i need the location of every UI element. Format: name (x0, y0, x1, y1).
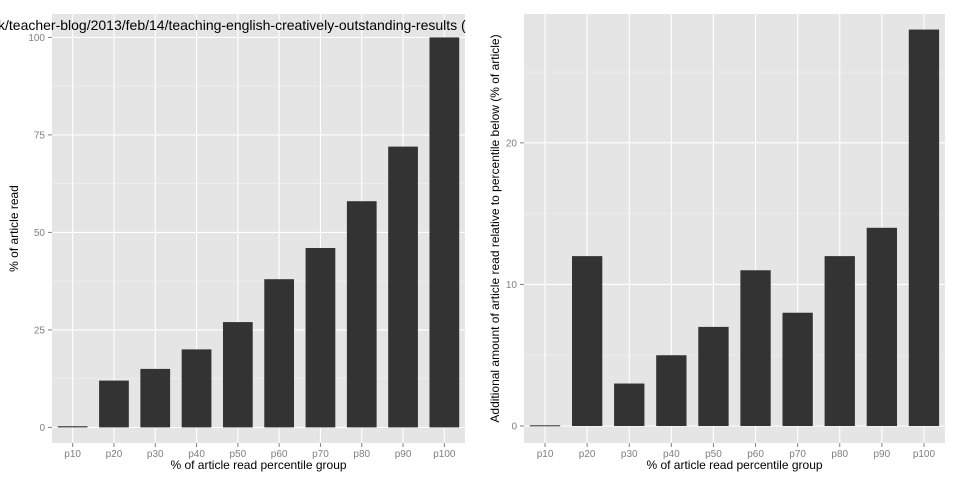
bar-p70 (305, 248, 336, 428)
bar-p80 (346, 201, 377, 428)
x-axis-title: % of article read percentile group (170, 458, 346, 472)
x-tick-label: p50 (705, 449, 722, 460)
bar-p100 (908, 29, 940, 427)
x-tick-label: p30 (621, 449, 638, 460)
bar-p20 (571, 256, 603, 427)
x-tick-label: p20 (579, 449, 596, 460)
bar-p90 (866, 227, 898, 427)
x-tick-label: p100 (433, 449, 456, 460)
bar-p50 (698, 326, 729, 427)
chart-panel-2: 0 10 20 p10 p20 p30 p40 p50 p60 p70 p80 p90 p100 % of… (488, 14, 945, 472)
x-tick-label: p90 (874, 449, 891, 460)
x-axis-title: % of article read percentile group (646, 458, 822, 472)
y-tick-label: 10 (506, 280, 518, 291)
x-tick-label: p30 (147, 449, 164, 460)
x-tick-label: p20 (106, 449, 123, 460)
x-tick-label: p40 (663, 449, 680, 460)
x-tick-label: p90 (395, 449, 412, 460)
y-tick-label: 0 (39, 423, 45, 434)
y-tick-label: 100 (28, 33, 45, 44)
x-tick-label: p70 (789, 449, 806, 460)
y-tick-label: 0 (511, 422, 517, 433)
bar-p80 (824, 256, 855, 427)
y-axis-title: Additional amount of article read relati… (488, 34, 502, 422)
y-axis-title: % of article read (7, 185, 21, 272)
x-tick-label: p10 (537, 449, 554, 460)
x-tick-label: p60 (271, 449, 288, 460)
x-tick-label: p10 (64, 449, 81, 460)
bar-p40 (656, 355, 687, 427)
x-tick-label: p80 (831, 449, 848, 460)
x-tick-label: p50 (230, 449, 247, 460)
bar-p10 (57, 426, 88, 428)
bar-p30 (140, 368, 171, 428)
bar-p20 (99, 380, 129, 428)
x-tick-label: p60 (747, 449, 764, 460)
bar-p10 (529, 425, 561, 427)
chart-panel-1: 0 25 50 75 100 p10 p20 p30 p40 p50 p60 p70 p80 p90 p10… (7, 14, 465, 472)
plot-title: k/teacher-blog/2013/feb/14/teaching-engl… (0, 17, 466, 33)
x-tick-label: p40 (188, 449, 205, 460)
bar-p90 (388, 146, 418, 428)
bar-p40 (181, 349, 212, 428)
bar-p60 (740, 270, 771, 427)
y-tick-label: 50 (34, 228, 46, 239)
bar-p60 (264, 279, 295, 428)
y-tick-label: 75 (34, 130, 46, 141)
x-tick-label: p70 (312, 449, 329, 460)
bar-p100 (429, 37, 460, 428)
bar-p30 (614, 383, 645, 427)
y-tick-label: 25 (34, 325, 46, 336)
y-tick-label: 20 (506, 138, 518, 149)
x-tick-label: p80 (353, 449, 370, 460)
bar-p50 (222, 322, 253, 428)
bar-p70 (782, 312, 813, 427)
x-tick-label: p100 (913, 449, 936, 460)
